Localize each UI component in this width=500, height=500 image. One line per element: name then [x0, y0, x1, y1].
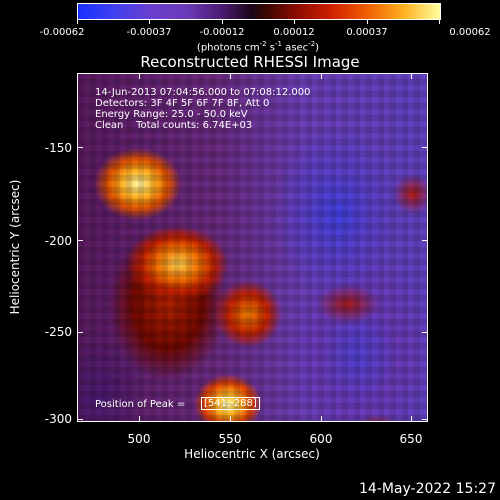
x-tick [139, 73, 140, 79]
info-time-range: 14-Jun-2013 07:04:56.000 to 07:08:12.000 [95, 87, 311, 98]
y-tick [422, 419, 428, 420]
y-tick [77, 147, 83, 148]
x-tick [230, 416, 231, 422]
plot-title: Reconstructed RHESSI Image [140, 53, 360, 71]
colorbar-tick-label: 0.00012 [273, 27, 315, 38]
colorbar-tick [294, 19, 295, 24]
x-tick-label: 600 [309, 432, 333, 446]
y-tick [77, 419, 83, 420]
peak-value: [541,-288] [201, 397, 260, 410]
y-axis-title: Heliocentric Y (arcsec) [8, 179, 22, 315]
peak-label: Position of Peak = [95, 399, 186, 410]
colorbar-tick-label: 0.00062 [449, 27, 491, 38]
y-tick-label: -300 [44, 412, 72, 426]
x-tick [321, 73, 322, 79]
colorbar-tick-label: 0.00037 [346, 27, 388, 38]
y-tick [77, 332, 83, 333]
y-tick [422, 147, 428, 148]
colorbar-tick [367, 19, 368, 24]
plot-area[interactable]: 14-Jun-2013 07:04:56.000 to 07:08:12.000… [77, 73, 428, 422]
info-counts: Clean Total counts: 6.74E+03 [95, 120, 253, 131]
y-tick-label: -250 [44, 325, 72, 339]
colorbar-tick [77, 19, 78, 24]
x-tick-label: 650 [399, 432, 423, 446]
x-tick-label: 550 [218, 432, 242, 446]
info-energy-range: Energy Range: 25.0 - 50.0 keV [95, 109, 248, 120]
heatmap-image [78, 74, 427, 421]
info-detectors: Detectors: 3F 4F 5F 6F 7F 8F, Att 0 [95, 98, 270, 109]
y-tick-label: -200 [44, 234, 72, 248]
datestamp: 14-May-2022 15:27 [358, 481, 496, 497]
colorbar-tick-label: -0.00012 [199, 27, 245, 38]
colorbar-tick-label: -0.00037 [126, 27, 172, 38]
x-tick [411, 416, 412, 422]
info-block: 14-Jun-2013 07:04:56.000 to 07:08:12.000… [95, 87, 311, 131]
colorbar-tick-label: -0.00062 [39, 27, 85, 38]
colorbar-tick [439, 19, 440, 24]
x-tick [321, 416, 322, 422]
colorbar-tick [149, 19, 150, 24]
y-tick [77, 240, 83, 241]
y-tick [422, 332, 428, 333]
y-tick-label: -150 [44, 141, 72, 155]
x-tick [411, 73, 412, 79]
x-tick [230, 73, 231, 79]
colorbar-units: (photons cm-2 s-1 asec-2) [196, 40, 320, 54]
x-axis-title: Heliocentric X (arcsec) [184, 447, 320, 461]
colorbar-tick [222, 19, 223, 24]
x-tick-label: 500 [127, 432, 151, 446]
y-tick [422, 240, 428, 241]
colorbar [77, 3, 441, 20]
x-tick [139, 416, 140, 422]
heatmap-texture [78, 74, 427, 421]
